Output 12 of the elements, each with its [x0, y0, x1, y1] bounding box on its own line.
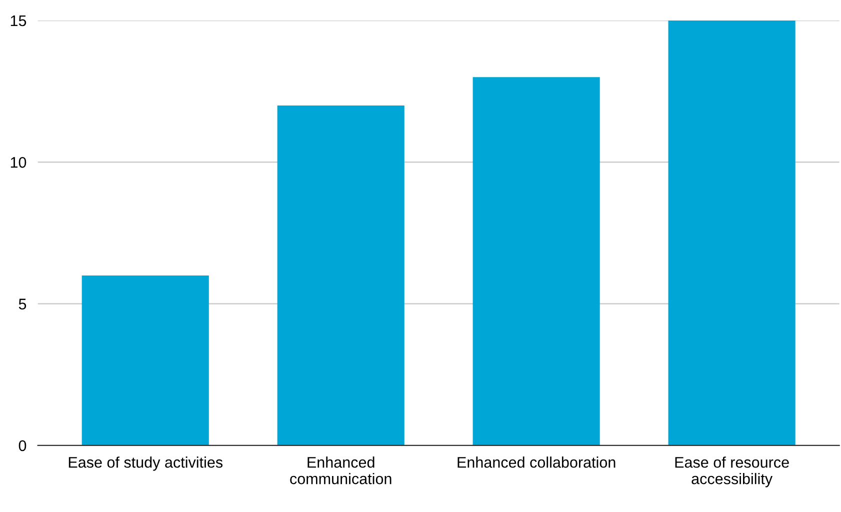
- bar: [277, 105, 404, 446]
- bar: [82, 275, 209, 446]
- y-tick-label: 15: [10, 16, 26, 26]
- bar: [472, 77, 600, 446]
- y-tick-label: 5: [18, 298, 26, 310]
- x-tick-label: Ease of resource accessibility: [675, 456, 789, 488]
- x-tick-label: Enhanced collaboration: [458, 456, 616, 468]
- x-tick-label: Enhanced communication: [290, 456, 392, 484]
- y-tick-label: 0: [18, 440, 26, 452]
- y-tick-label: 10: [10, 157, 26, 168]
- x-tick-label: Ease of study activities: [68, 456, 223, 471]
- bar: [668, 20, 796, 446]
